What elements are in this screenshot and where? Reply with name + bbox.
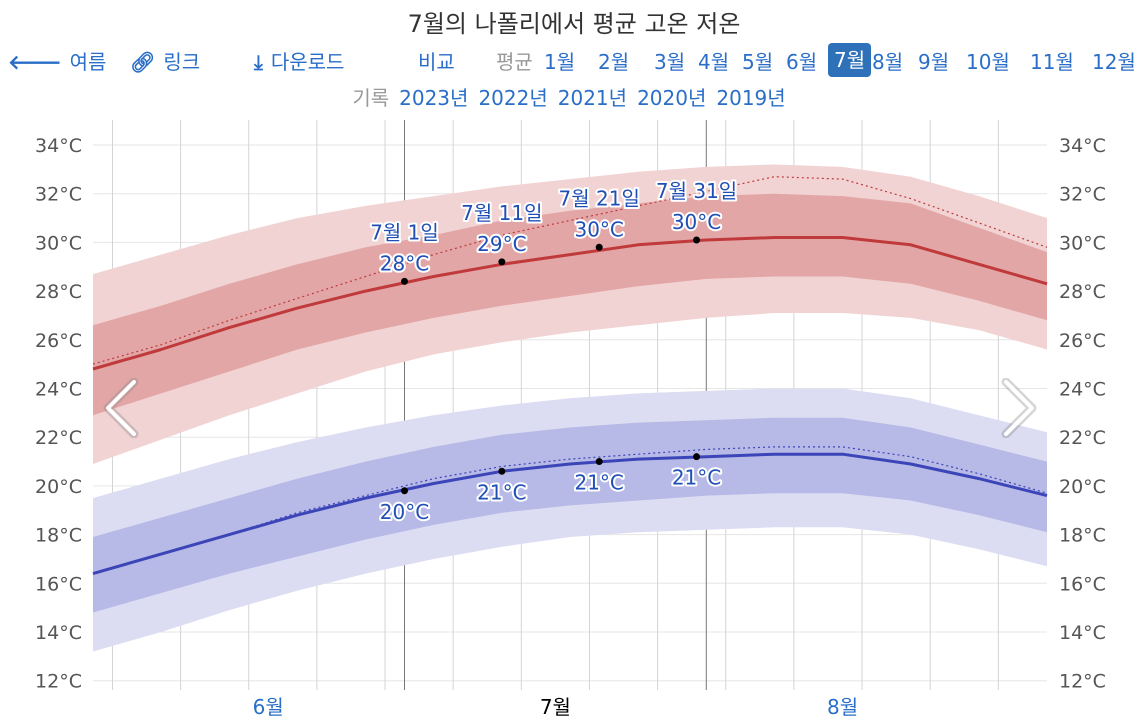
y-tick-label-right: 30°C (1059, 232, 1106, 254)
y-tick-label-right: 14°C (1059, 622, 1106, 644)
y-tick-label-right: 12°C (1059, 671, 1106, 693)
month-tab[interactable]: 6월 (786, 50, 818, 74)
back-button[interactable]: 🡐 여름 (8, 46, 106, 75)
year-links: 2023년 2022년 2021년 2020년 2019년 (399, 86, 796, 110)
next-arrow-icon[interactable] (998, 378, 1038, 438)
chart-title: 7월의 나폴리에서 평균 고온 저온 (407, 10, 741, 38)
y-tick-label-left: 24°C (35, 379, 82, 401)
high-band-inner (93, 193, 1047, 416)
y-tick-label-right: 24°C (1059, 379, 1106, 401)
low-line (92, 452, 1048, 576)
month-tab[interactable]: 12월 (1092, 50, 1136, 74)
year-link[interactable]: 2019년 (716, 86, 786, 110)
month-tab[interactable]: 2월 (598, 50, 630, 74)
y-tick-label-right: 18°C (1059, 525, 1106, 547)
annotation-high-value: 29°C (477, 232, 526, 256)
annotation-high-value: 28°C (380, 251, 429, 275)
prev-arrow-icon[interactable] (102, 378, 142, 438)
y-tick-label-right: 34°C (1059, 135, 1106, 157)
year-link[interactable]: 2020년 (637, 86, 707, 110)
compare-link[interactable]: 비교 (418, 50, 455, 74)
toolbar: 🡐 여름 🔗︎ 링크 ⤓ 다운로드 비교 평균 1월 2월 3월 4월 5월 6월 7월 8월 9월 1… (8, 43, 1148, 77)
history-bar: 기록 2023년 2022년 2021년 2020년 2019년 (0, 82, 1148, 111)
link-label: 링크 (163, 50, 201, 74)
y-tick-label-right: 16°C (1059, 573, 1106, 595)
arrow-left-icon: 🡐 (8, 50, 62, 74)
annotation-date: 7월 31일 (656, 179, 737, 203)
high-line (92, 236, 1048, 371)
month-label: 6월 (253, 695, 284, 719)
download-icon: ⤓ (254, 50, 263, 74)
y-tick-label-left: 32°C (35, 184, 82, 206)
month-tab[interactable]: 8월 (872, 50, 904, 74)
y-tick-label-right: 20°C (1059, 476, 1106, 498)
annotation-date: 7월 21일 (559, 186, 640, 210)
annotation-high-value: 30°C (672, 210, 721, 234)
month-tab[interactable]: 4월 (698, 50, 730, 74)
month-tab[interactable]: 9월 (918, 50, 950, 74)
y-tick-label-left: 20°C (35, 476, 82, 498)
download-label: 다운로드 (270, 50, 345, 74)
high-point (498, 258, 506, 266)
annotation-high-value: 30°C (574, 217, 623, 241)
y-tick-label-left: 18°C (35, 525, 82, 547)
month-tab[interactable]: 5월 (742, 50, 774, 74)
link-button[interactable]: 🔗︎ 링크 (130, 46, 200, 75)
year-link[interactable]: 2022년 (478, 86, 548, 110)
high-point (693, 236, 701, 244)
y-tick-label-left: 12°C (35, 671, 82, 693)
annotation-low-value: 21°C (672, 466, 721, 490)
low-band-inner (93, 417, 1047, 613)
history-label: 기록 (352, 86, 390, 110)
annotation-date: 7월 1일 (370, 220, 439, 244)
month-tab[interactable]: 10월 (966, 50, 1010, 74)
month-tab[interactable]: 7월 (828, 43, 872, 77)
y-tick-label-left: 14°C (35, 622, 82, 644)
low-point (595, 458, 603, 466)
annotation-low-value: 20°C (380, 500, 429, 524)
y-tick-label-left: 16°C (35, 573, 82, 595)
month-tab[interactable]: 1월 (544, 50, 576, 74)
high-point (595, 243, 603, 251)
y-tick-label-left: 30°C (35, 232, 82, 254)
month-tab[interactable]: 11월 (1030, 50, 1074, 74)
high-point (401, 277, 409, 285)
year-link[interactable]: 2021년 (557, 86, 628, 110)
download-button[interactable]: ⤓ 다운로드 (254, 46, 344, 75)
annotation-date: 7월 11일 (461, 201, 542, 225)
y-tick-label-left: 34°C (35, 135, 82, 157)
y-tick-label-right: 28°C (1059, 281, 1106, 303)
low-point (498, 467, 506, 475)
y-tick-label-left: 28°C (35, 281, 82, 303)
y-tick-label-left: 26°C (35, 330, 82, 352)
month-label: 7월 (540, 695, 571, 719)
year-link[interactable]: 2023년 (399, 86, 469, 110)
month-label: 8월 (827, 695, 858, 719)
month-tab[interactable]: 3월 (654, 50, 686, 74)
link-icon: 🔗︎ (130, 50, 156, 74)
annotation-low-value: 21°C (574, 471, 623, 495)
back-label: 여름 (69, 50, 107, 74)
y-tick-label-right: 32°C (1059, 184, 1106, 206)
low-point (693, 453, 701, 461)
annotation-low-value: 21°C (477, 480, 526, 504)
y-tick-label-right: 22°C (1059, 427, 1106, 449)
low-point (401, 487, 409, 495)
average-label: 평균 (496, 50, 533, 74)
y-tick-label-left: 22°C (35, 427, 82, 449)
y-tick-label-right: 26°C (1059, 330, 1106, 352)
